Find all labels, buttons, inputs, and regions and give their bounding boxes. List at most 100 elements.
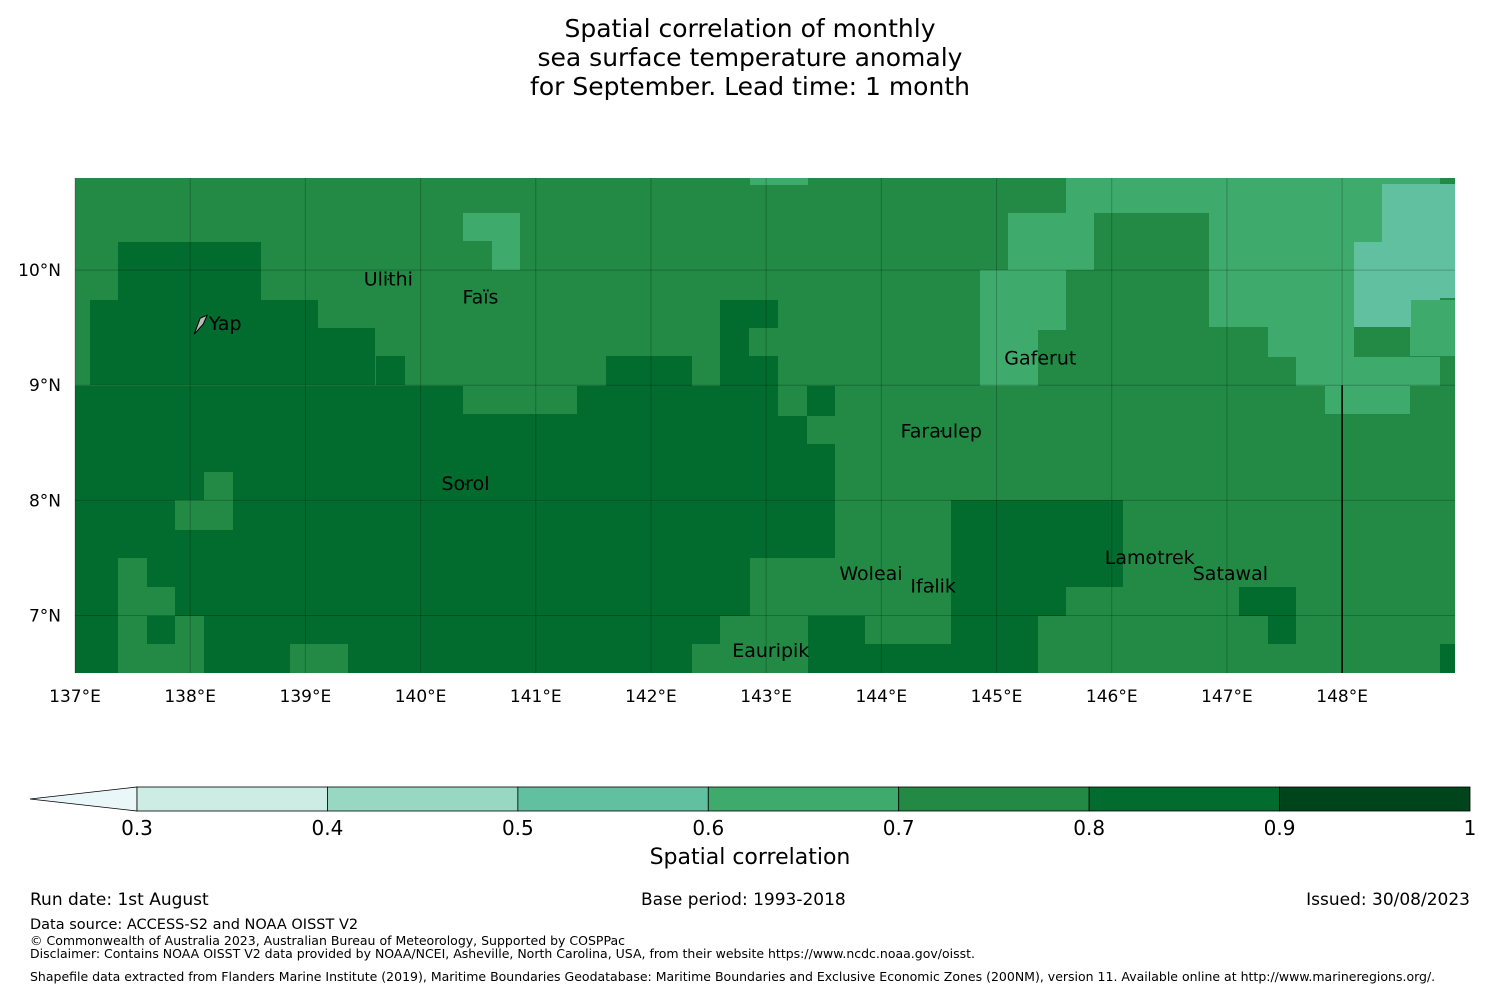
- title-line-1: Spatial correlation of monthly: [564, 14, 936, 43]
- lon-tick-label: 138°E: [164, 687, 216, 707]
- island-labels: Ulithi Faïs Yap Gaferut Faraulep Sorol Woleai I…: [193, 268, 1268, 662]
- correlation-field: [75, 178, 1455, 673]
- correlation-cell: [348, 644, 692, 673]
- island-marker: [769, 650, 772, 653]
- island-label: Lamotrek: [1105, 547, 1195, 569]
- correlation-cell: [750, 530, 807, 558]
- island-marker: [1229, 573, 1232, 575]
- correlation-cell: [720, 616, 808, 644]
- correlation-cell: [1038, 587, 1066, 616]
- correlation-cell: [807, 416, 835, 444]
- lat-tick-label: 9°N: [29, 376, 61, 396]
- island-marker: [932, 585, 935, 588]
- island-label: Eauripik: [732, 640, 809, 662]
- correlation-cell: [951, 500, 1123, 587]
- correlation-cell: [692, 356, 720, 386]
- island-label: Ifalik: [910, 576, 956, 598]
- island-label: Sorol: [442, 473, 490, 495]
- correlation-cell: [290, 644, 348, 673]
- correlation-cell: [175, 500, 233, 530]
- correlation-cell: [463, 386, 577, 414]
- correlation-cell: [606, 356, 692, 386]
- correlation-cell: [463, 213, 520, 241]
- colorbar-tick-label: 0.4: [312, 816, 344, 840]
- correlation-cell: [1325, 386, 1410, 414]
- correlation-cell: [90, 300, 318, 385]
- colorbar-tick-label: 0.6: [692, 816, 724, 840]
- island-marker: [479, 296, 482, 299]
- lon-tick-label: 143°E: [740, 687, 792, 707]
- lon-tick-label: 137°E: [49, 687, 101, 707]
- correlation-cell: [1008, 213, 1094, 270]
- copyright: © Commonwealth of Australia 2023, Austra…: [30, 933, 625, 948]
- lon-tick-label: 145°E: [971, 687, 1023, 707]
- island-marker: [1039, 357, 1042, 360]
- data-source: Data source: ACCESS-S2 and NOAA OISST V2: [30, 917, 359, 933]
- correlation-cell: [1268, 616, 1296, 644]
- correlation-cell: [807, 500, 835, 530]
- correlation-cell: [1209, 213, 1354, 327]
- correlation-cell: [204, 472, 233, 500]
- correlation-cell: [376, 356, 405, 385]
- correlation-cell: [865, 644, 951, 673]
- correlation-cell: [749, 328, 778, 356]
- lon-tick-label: 146°E: [1086, 687, 1138, 707]
- disclaimer: Disclaimer: Contains NOAA OISST V2 data …: [30, 946, 975, 961]
- colorbar-segment: [898, 786, 1090, 812]
- correlation-cell: [1239, 587, 1296, 616]
- island-marker: [870, 573, 872, 575]
- island-marker: [387, 278, 390, 281]
- correlation-cell: [808, 616, 865, 673]
- correlation-cell: [1382, 184, 1440, 242]
- title-line-2: sea surface temperature anomaly: [537, 43, 963, 72]
- correlation-cell: [147, 616, 720, 644]
- lat-tick-label: 7°N: [29, 606, 61, 626]
- correlation-cell: [1410, 300, 1455, 356]
- colorbar-segment: [707, 786, 900, 812]
- island-label: Satawal: [1193, 563, 1268, 585]
- island-label: Faraulep: [901, 420, 982, 442]
- correlation-cell: [692, 644, 750, 673]
- colorbar-extend-arrow: [29, 786, 138, 812]
- map-title: Spatial correlation of monthly sea surfa…: [0, 14, 1500, 101]
- correlation-cell: [147, 587, 175, 616]
- colorbar-tick-label: 0.5: [502, 816, 534, 840]
- correlation-cell: [1440, 356, 1455, 386]
- colorbar-segment: [517, 786, 709, 812]
- correlation-cell: [778, 386, 807, 416]
- run-date: Run date: 1st August: [30, 890, 209, 910]
- correlation-cell: [980, 330, 1038, 386]
- correlation-cell: [118, 558, 147, 616]
- correlation-cell: [204, 644, 290, 673]
- island-label: Gaferut: [1004, 348, 1076, 370]
- island-label: Yap: [208, 313, 242, 335]
- correlation-cell: [318, 328, 375, 385]
- correlation-cell: [1296, 357, 1440, 386]
- lat-tick-label: 8°N: [29, 491, 61, 511]
- issued-date: Issued: 30/08/2023: [1306, 890, 1470, 910]
- base-period: Base period: 1993-2018: [641, 890, 846, 910]
- colorbar-tick-label: 0.8: [1073, 816, 1105, 840]
- correlation-cell: [980, 270, 1066, 330]
- lon-tick-label: 141°E: [510, 687, 562, 707]
- colorbar-segment: [1088, 786, 1280, 812]
- correlation-cell: [1354, 213, 1382, 242]
- colorbar: 0.3 0.4 0.5 0.6 0.7 0.8 0.9 1: [29, 786, 1476, 840]
- correlation-cell: [1066, 178, 1440, 213]
- colorbar-label: Spatial correlation: [649, 845, 851, 870]
- lat-tick-label: 10°N: [18, 261, 61, 281]
- island-marker: [940, 430, 943, 433]
- island-label: Ulithi: [364, 268, 413, 290]
- colorbar-tick-label: 0.9: [1264, 816, 1296, 840]
- lon-tick-label: 140°E: [395, 687, 447, 707]
- correlation-cell: [1354, 242, 1440, 300]
- lon-tick-label: 144°E: [855, 687, 907, 707]
- colorbar-segment: [327, 786, 519, 812]
- correlation-cell: [750, 178, 808, 185]
- lon-tick-label: 147°E: [1201, 687, 1253, 707]
- lon-tick-label: 139°E: [280, 687, 332, 707]
- correlation-cell: [951, 587, 1038, 673]
- colorbar-segment: [136, 786, 328, 812]
- island-label: Woleai: [839, 563, 902, 585]
